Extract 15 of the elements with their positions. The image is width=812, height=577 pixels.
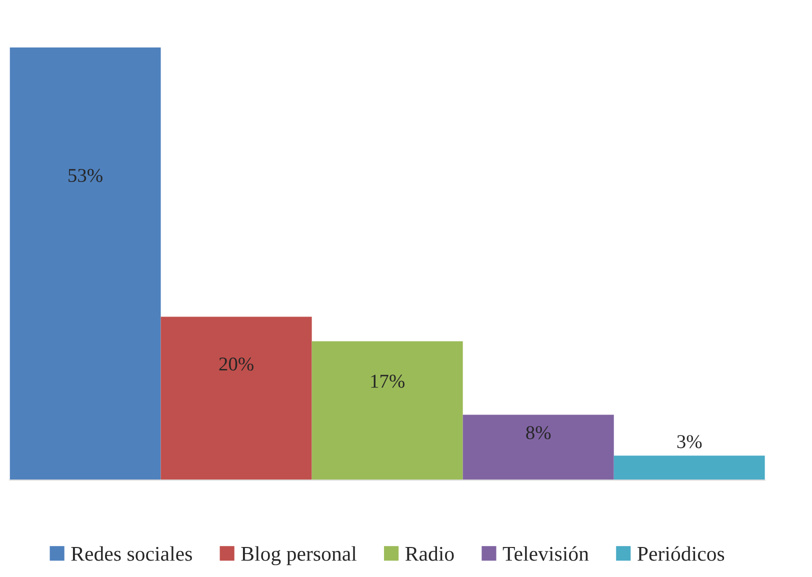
bar bbox=[462, 414, 614, 480]
data-label: 3% bbox=[677, 435, 702, 448]
legend-label: Televisión bbox=[502, 546, 589, 561]
legend-label: Radio bbox=[405, 546, 454, 561]
legend-label: Blog personal bbox=[241, 546, 356, 566]
legend-label: Periódicos bbox=[638, 546, 724, 561]
bar bbox=[312, 341, 463, 480]
data-label: 53% bbox=[68, 168, 102, 182]
data-label: 17% bbox=[371, 374, 404, 388]
data-label: 20% bbox=[219, 358, 254, 371]
bar bbox=[10, 47, 161, 480]
data-label: 8% bbox=[526, 426, 551, 440]
bar bbox=[160, 316, 312, 480]
bar bbox=[614, 456, 765, 480]
legend-label: Redes sociales bbox=[71, 546, 192, 561]
